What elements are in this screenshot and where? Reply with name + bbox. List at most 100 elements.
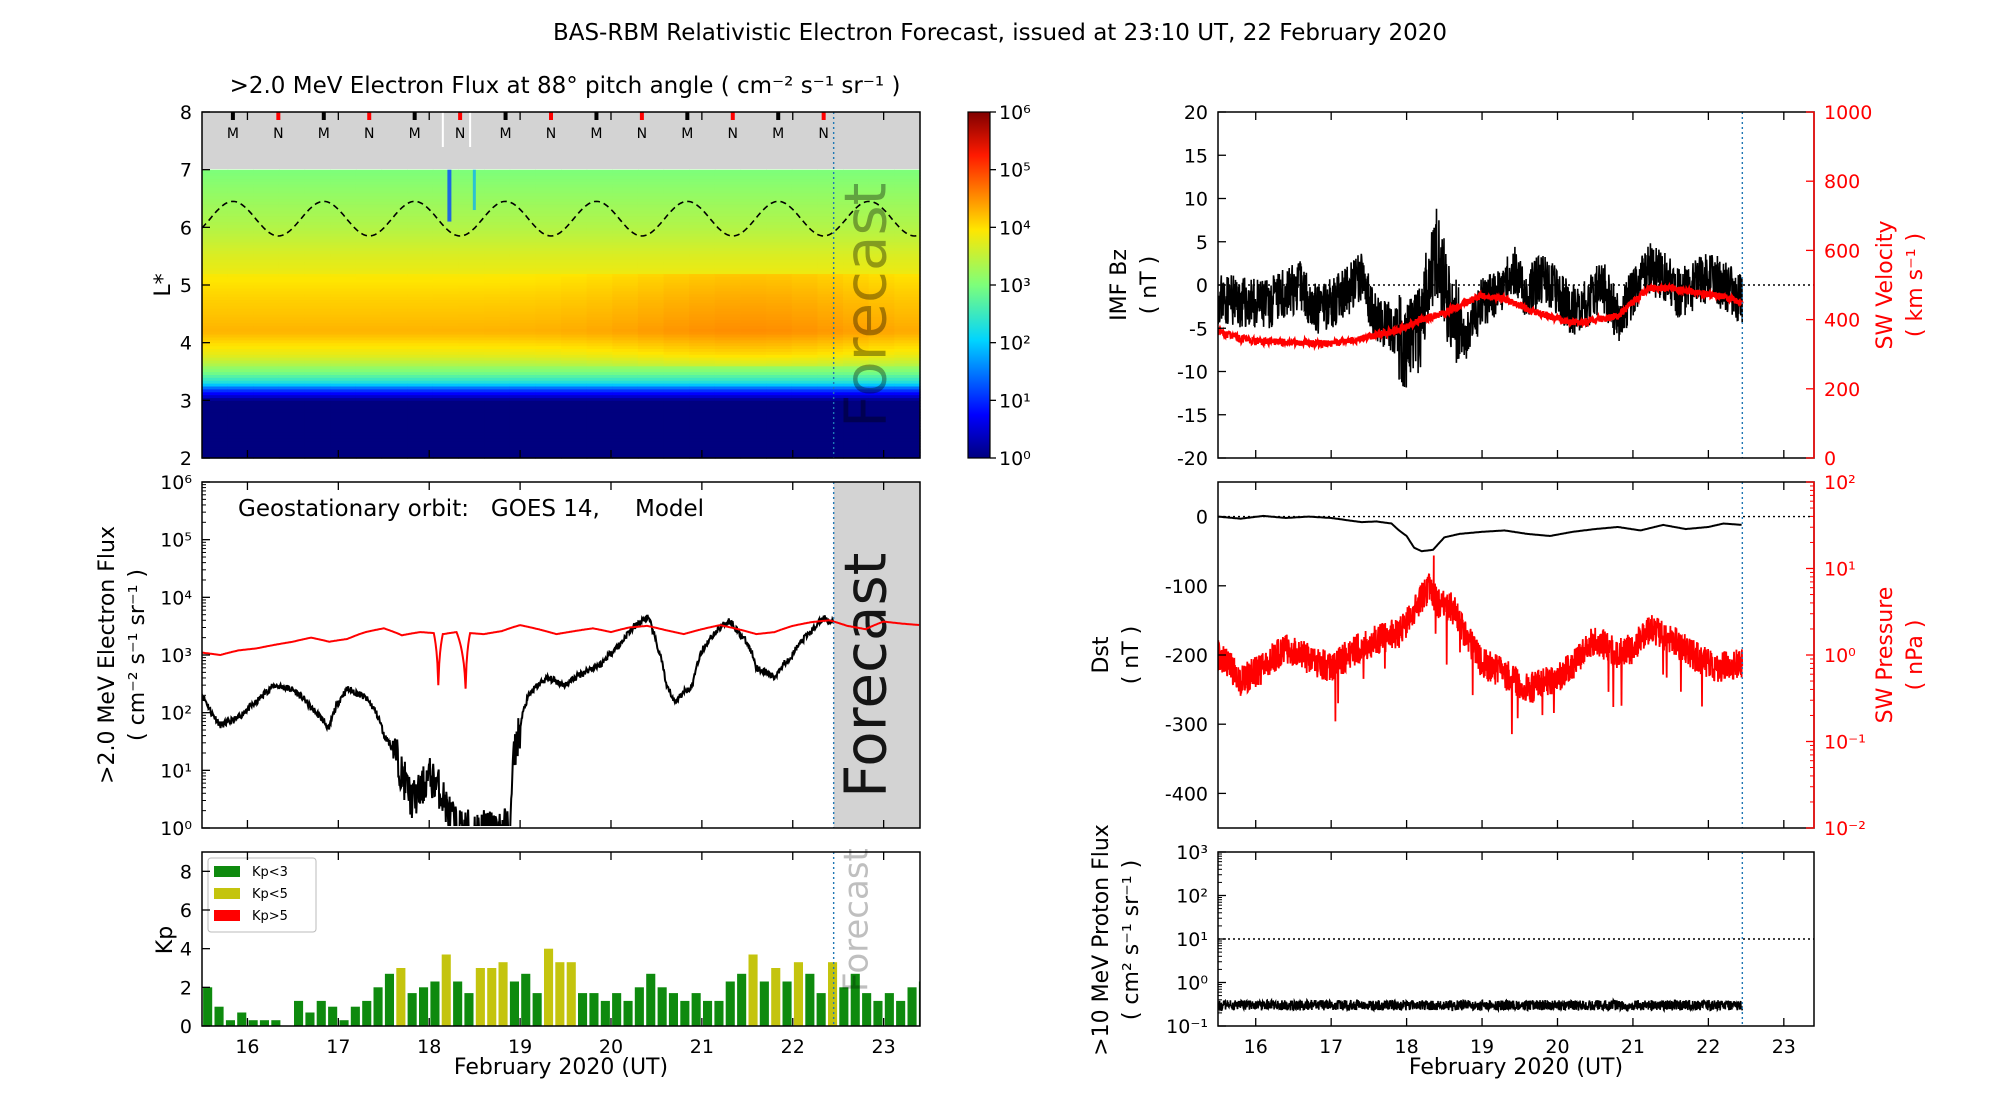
heatmap-cell: [868, 351, 895, 355]
heatmap-cell: [253, 293, 280, 298]
heatmap-cell: [432, 175, 460, 179]
heatmap-cell: [637, 293, 665, 298]
heatmap-cell: [407, 282, 434, 286]
heatmap-cell: [407, 383, 434, 387]
heatmap-cell: [330, 233, 357, 237]
heatmap-cell: [714, 296, 742, 301]
kp-bar: [816, 993, 826, 1026]
heatmap-cell: [766, 426, 793, 430]
heatmap-cell: [714, 316, 742, 321]
heatmap-cell: [663, 429, 690, 433]
heatmap-cell: [227, 316, 254, 321]
heatmap-cell: [791, 414, 819, 419]
heatmap-cell: [740, 287, 767, 292]
heatmap-cell: [432, 224, 460, 228]
heatmap-cell: [304, 408, 331, 413]
heatmap-cell: [843, 287, 870, 292]
heatmap-cell: [663, 293, 690, 298]
sw-velocity-ylabel-1: SW Velocity: [1873, 220, 1898, 349]
heatmap-cell: [637, 250, 665, 254]
heatmap-cell: [637, 406, 665, 410]
heatmap-cell: [894, 267, 921, 272]
heatmap-cell: [689, 443, 716, 448]
heatmap-cell: [637, 282, 665, 286]
heatmap-cell: [561, 423, 588, 427]
heatmap-cell: [509, 169, 536, 174]
heatmap-cell: [355, 218, 383, 223]
kp-bar: [703, 1000, 713, 1026]
heatmap-cell: [484, 169, 511, 174]
heatmap-cell: [484, 221, 511, 226]
heatmap-cell: [843, 244, 870, 249]
heatmap-cell: [689, 325, 716, 329]
heatmap-cell: [894, 351, 921, 355]
heatmap-cell: [714, 178, 742, 182]
kp-bar: [305, 1012, 315, 1026]
heatmap-cell: [791, 270, 819, 275]
heatmap-cell: [355, 434, 383, 439]
heatmap-cell: [227, 449, 254, 453]
heatmap-cell: [509, 212, 536, 217]
heatmap-cell: [868, 267, 895, 272]
heatmap-cell: [791, 296, 819, 301]
heatmap-cell: [689, 385, 716, 390]
heatmap-cell: [868, 201, 895, 205]
y-tick-label: -200: [1165, 645, 1208, 667]
heatmap-cell: [535, 368, 562, 373]
heatmap-cell: [791, 328, 819, 332]
heatmap-cell: [227, 354, 254, 358]
heatmap-cell: [637, 437, 665, 442]
heatmap-cell: [227, 388, 254, 393]
heatmap-cell: [868, 359, 895, 364]
heatmap-cell: [484, 212, 511, 217]
heatmap-cell: [458, 429, 485, 433]
heatmap-cell: [612, 230, 639, 234]
kp-panel: Forecast Kp<3 Kp<5 Kp>5 16 17 18 19 20 21 22 23…: [153, 848, 921, 1080]
heatmap-cell: [278, 247, 306, 251]
heatmap-cell: [304, 267, 331, 272]
heatmap-cell: [663, 290, 690, 295]
heatmap-cell: [253, 198, 280, 202]
heatmap-cell: [766, 210, 793, 214]
heatmap-cell: [894, 192, 921, 197]
heatmap-cell: [817, 365, 844, 370]
heatmap-cell: [740, 235, 767, 240]
heatmap-cell: [791, 362, 819, 367]
heatmap-cell: [740, 207, 767, 211]
heatmap-cell: [561, 400, 588, 404]
heatmap-cell: [766, 452, 793, 456]
heatmap-cell: [227, 357, 254, 361]
figure-title: BAS-RBM Relativistic Electron Forecast, …: [553, 20, 1447, 46]
heatmap-cell: [791, 348, 819, 352]
heatmap-cell: [484, 218, 511, 223]
heatmap-cell: [791, 230, 819, 234]
heatmap-cell: [894, 345, 921, 350]
goes14-line: [202, 614, 834, 826]
heatmap-cell: [304, 290, 331, 295]
heatmap-cell: [304, 299, 331, 303]
x-tick-label: 18: [1395, 1036, 1419, 1058]
sw-velocity-ylabel-2: ( km s⁻¹ ): [1903, 233, 1928, 337]
heatmap-cell: [766, 261, 793, 266]
heatmap-cell: [278, 446, 306, 450]
heatmap-cell: [253, 178, 280, 182]
heatmap-cell: [535, 383, 562, 387]
heatmap-cell: [817, 250, 844, 254]
heatmap-cell: [432, 334, 460, 338]
heatmap-cell: [458, 207, 485, 211]
kp-bar: [725, 981, 735, 1026]
heatmap-cell: [330, 443, 357, 448]
heatmap-cell: [561, 296, 588, 301]
heatmap-cell: [535, 195, 562, 200]
heatmap-cell: [612, 334, 639, 338]
heatmap-cell: [509, 408, 536, 413]
heatmap-cell: [894, 316, 921, 321]
heatmap-cell: [458, 181, 485, 185]
heatmap-cell: [637, 186, 665, 191]
heatmap-cell: [740, 365, 767, 370]
heatmap-cell: [740, 305, 767, 309]
heatmap-cell: [561, 313, 588, 318]
heatmap-cell: [355, 305, 383, 309]
heatmap-cell: [407, 334, 434, 338]
heatmap-cell: [766, 256, 793, 260]
